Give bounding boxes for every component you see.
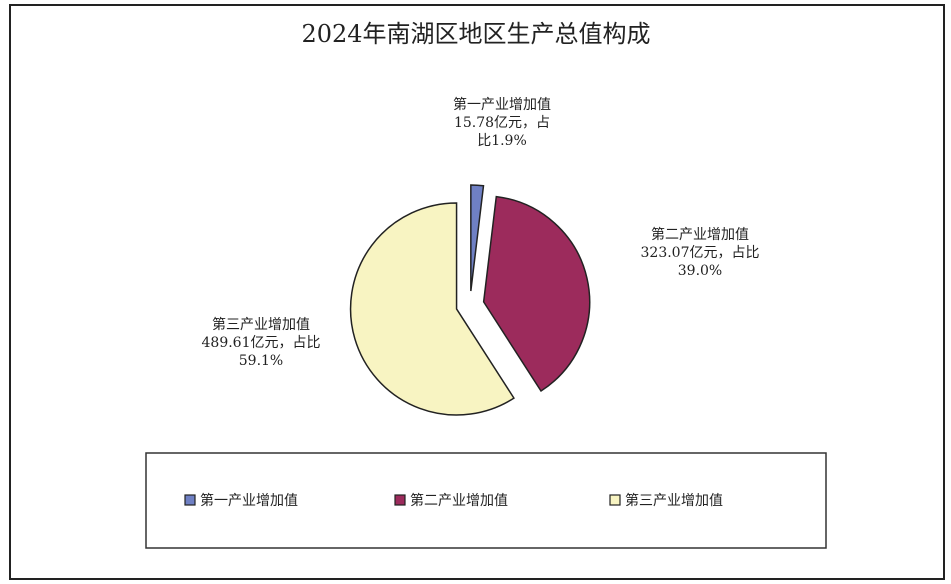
- slice-label: 第一产业增加值 15.78亿元，占比1.9%: [437, 96, 567, 150]
- label-value: 489.61亿元，占比59.1%: [201, 335, 321, 369]
- label-name: 第三产业增加值: [212, 317, 310, 333]
- label-name: 第二产业增加值: [651, 227, 749, 243]
- label-value: 15.78亿元，占比1.9%: [453, 115, 551, 149]
- chart-title: 2024年南湖区地区生产总值构成: [301, 20, 650, 48]
- legend-label: 第一产业增加值: [200, 492, 298, 509]
- legend-label: 第三产业增加值: [625, 492, 723, 509]
- pie-slice: [349, 202, 515, 416]
- slice-label: 第二产业增加值 323.07亿元，占比39.0%: [635, 226, 765, 280]
- label-value: 323.07亿元，占比39.0%: [640, 245, 760, 279]
- legend-box: [145, 452, 827, 549]
- legend-label: 第二产业增加值: [410, 492, 508, 509]
- legend-swatch: [394, 494, 406, 506]
- legend-swatch: [184, 494, 196, 506]
- slice-label: 第三产业增加值 489.61亿元，占比59.1%: [196, 316, 326, 370]
- pie-slice: [470, 184, 485, 292]
- pie: [349, 184, 591, 416]
- label-name: 第一产业增加值: [453, 97, 551, 113]
- pie-slice: [482, 195, 591, 393]
- legend: 第一产业增加值 第二产业增加值 第三产业增加值: [184, 492, 723, 509]
- legend-swatch: [609, 494, 621, 506]
